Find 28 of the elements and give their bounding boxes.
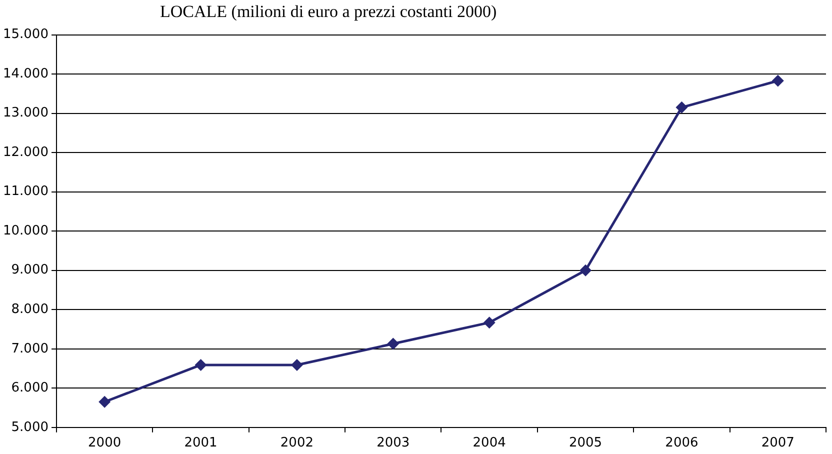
- point: [676, 101, 688, 114]
- x-tick-label: 2002: [280, 436, 314, 451]
- y-tick-label: 13.000: [2, 106, 48, 121]
- chart-title: LOCALE (milioni di euro a prezzi costanti 2000): [160, 2, 497, 22]
- y-tick-label: 9.000: [11, 262, 48, 278]
- y-tick-label: 12.000: [2, 144, 48, 160]
- y-tick-label: 6.000: [11, 380, 48, 396]
- point: [483, 316, 496, 329]
- y-tick-label: 10.000: [2, 223, 48, 238]
- point: [98, 396, 111, 408]
- y-tick-label: 5.000: [11, 420, 48, 435]
- x-tick-label: 2004: [472, 436, 506, 451]
- point: [580, 264, 592, 276]
- point: [772, 74, 784, 87]
- x-tick-label: 2001: [184, 436, 218, 451]
- y-tick-label: 15.000: [2, 27, 48, 42]
- point: [387, 338, 400, 350]
- y-tick-label: 11.000: [2, 184, 48, 200]
- x-tick-label: 2005: [568, 436, 602, 451]
- point: [194, 358, 207, 371]
- y-tick-label: 7.000: [11, 341, 48, 356]
- x-tick-label: 2006: [665, 436, 698, 451]
- x-tick-label: 2007: [761, 436, 794, 451]
- y-tick-label: 8.000: [11, 302, 48, 317]
- y-tick-label: 14.000: [2, 66, 48, 82]
- x-tick-label: 2003: [376, 436, 410, 451]
- x-tick-label: 2000: [88, 436, 122, 451]
- point: [290, 358, 303, 371]
